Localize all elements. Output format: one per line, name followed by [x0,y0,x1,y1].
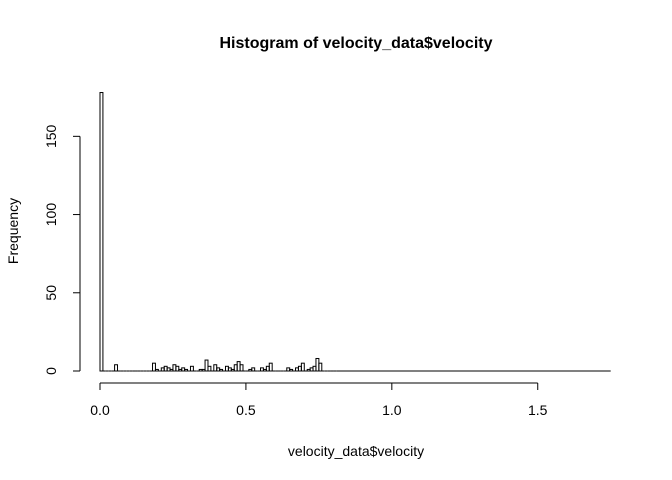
bars-group [99,92,611,372]
y-tick-label: 150 [43,124,59,148]
histogram-bar [300,362,305,372]
histogram-bar [239,364,244,372]
x-tick-label: 0.5 [236,402,256,418]
histogram-bar [152,362,156,372]
histogram-bar [207,365,212,372]
histogram-bar [318,362,323,372]
y-tick-label: 100 [43,203,59,227]
histogram-bar [219,368,224,372]
histogram-bar [289,368,294,372]
histogram-bar [251,367,256,372]
histogram-bar [99,92,104,372]
y-axis: 0 50 100 150 [43,124,81,375]
histogram-bar [204,359,209,372]
chart-title: Histogram of velocity_data$velocity [220,35,493,52]
histogram-bar [189,365,194,372]
histogram-bar [154,368,159,372]
histogram-bar [268,362,273,372]
x-tick-label: 0.0 [90,402,110,418]
histogram-bar [114,364,119,372]
x-tick-label: 1.5 [528,402,548,418]
y-tick-label: 0 [43,367,59,375]
y-tick-label: 50 [43,285,59,301]
histogram-bar [184,368,189,372]
histogram-bar [175,365,180,372]
x-tick-label: 1.0 [382,402,402,418]
x-axis-label: velocity_data$velocity [288,443,424,459]
x-axis: 0.0 0.5 1.0 1.5 [90,382,548,418]
y-axis-label: Frequency [5,198,21,264]
